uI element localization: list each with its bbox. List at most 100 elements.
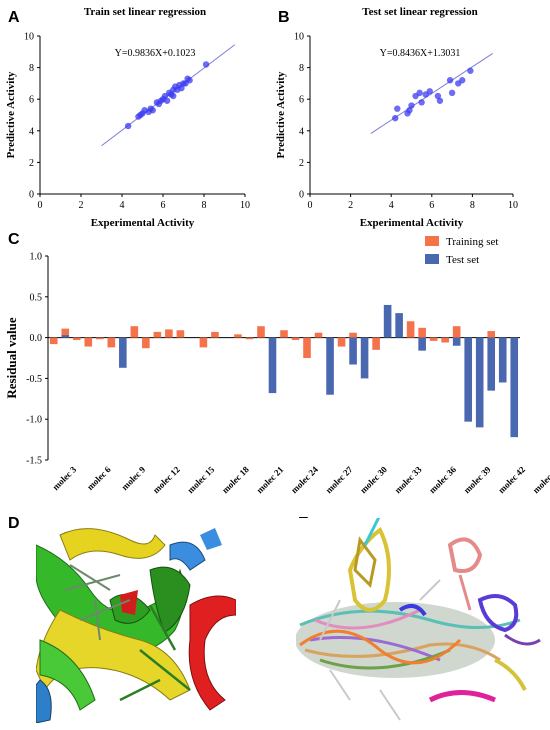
residual-bar <box>418 327 426 338</box>
residual-bar <box>268 337 277 394</box>
y-tick-label: 0.0 <box>30 333 43 344</box>
x-tick-label: molec 42 <box>496 464 527 495</box>
residual-bar <box>96 337 104 340</box>
data-point <box>418 99 425 106</box>
y-tick-label: 8 <box>29 63 34 74</box>
residual-bar <box>280 330 288 338</box>
y-tick-label: -0.5 <box>26 374 42 385</box>
x-tick-label: molec 24 <box>289 464 320 495</box>
x-tick-label: 4 <box>389 200 394 211</box>
legend-label: Training set <box>446 236 498 248</box>
x-tick-label: molec 18 <box>220 464 251 495</box>
x-tick-label: 2 <box>348 200 353 211</box>
y-tick-label: 10 <box>294 32 304 43</box>
data-point <box>459 77 466 84</box>
residual-bar <box>119 337 127 368</box>
x-tick-label: 0 <box>38 200 43 211</box>
y-tick-label: -1.5 <box>26 456 42 467</box>
residual-bar <box>349 332 357 338</box>
residual-bar <box>452 337 461 346</box>
residual-bar <box>452 326 461 338</box>
residual-bar <box>234 334 242 338</box>
data-point <box>446 77 454 84</box>
residual-bar <box>441 337 449 343</box>
x-tick-label: 6 <box>161 200 166 211</box>
x-axis-label: Experimental Activity <box>91 217 195 229</box>
residual-bar <box>406 321 415 338</box>
x-tick-label: 10 <box>508 200 518 211</box>
data-point <box>186 77 193 84</box>
x-tick-label: molec 33 <box>393 464 424 495</box>
panel-letter-b: B <box>278 9 290 26</box>
x-tick-label: 4 <box>120 200 125 211</box>
x-tick-label: 2 <box>79 200 84 211</box>
residual-bar <box>418 337 426 351</box>
residual-bar <box>61 335 70 338</box>
data-point <box>394 105 401 112</box>
y-tick-label: 8 <box>299 63 304 74</box>
x-tick-label: molec 15 <box>185 464 216 495</box>
residual-bar <box>498 337 507 383</box>
residual-bar <box>130 326 139 338</box>
residual-bar-chart: -1.5 -1.0 -0.5 0.0 0.5 1.0 Residual value molec… <box>4 236 550 495</box>
legend-swatch <box>425 236 439 246</box>
y-axis-label: Residual value <box>4 317 19 398</box>
panel-b-title: Test set linear regression <box>362 6 477 18</box>
residual-bar <box>337 337 346 347</box>
legend-swatch <box>425 254 439 264</box>
x-tick-label: molec 12 <box>151 464 182 495</box>
x-tick-label: molec 45 <box>531 464 550 495</box>
x-tick-label: molec 36 <box>427 464 458 495</box>
x-tick-label: molec 9 <box>120 464 148 492</box>
data-point <box>170 92 177 100</box>
y-tick-label: 1.0 <box>30 252 43 263</box>
panel-a-title: Train set linear regression <box>84 6 206 18</box>
residual-bar <box>165 329 173 338</box>
data-point <box>202 61 210 68</box>
residual-bar <box>429 337 438 341</box>
residual-bar <box>349 337 357 365</box>
residual-bar <box>72 337 81 341</box>
residual-bar <box>372 337 380 350</box>
ligand-overlay-image <box>296 518 548 723</box>
data-point <box>416 89 423 97</box>
y-tick-label: -1.0 <box>26 415 42 426</box>
y-tick-label: 0 <box>29 190 34 201</box>
data-point <box>426 88 433 95</box>
residual-bar <box>326 337 334 395</box>
data-point <box>448 89 456 97</box>
residual-bar <box>360 337 369 379</box>
x-tick-label: molec 30 <box>358 464 389 495</box>
y-tick-label: 0 <box>299 190 304 201</box>
x-tick-label: molec 3 <box>50 464 78 492</box>
residual-bar <box>49 337 58 345</box>
residual-bar <box>487 337 496 391</box>
panel-letter-a: A <box>8 9 20 26</box>
data-point <box>392 114 399 122</box>
scatter-plot-train: 0 2 4 6 8 10 0 2 4 6 8 10 Experimental Activity Predi… <box>5 32 250 230</box>
data-point <box>163 97 171 104</box>
residual-bar <box>257 326 265 338</box>
x-tick-label: molec 6 <box>85 464 113 492</box>
scatter-plot-test: 0 2 4 6 8 10 0 2 4 6 8 10 Experimental Activity Predi… <box>275 32 518 230</box>
data-point <box>408 102 415 109</box>
x-tick-label: 0 <box>308 200 313 211</box>
y-axis-label: Predictive Activity <box>275 71 287 158</box>
y-tick-label: 4 <box>29 126 34 137</box>
x-tick-label: 10 <box>240 200 250 211</box>
residual-bar <box>199 337 208 348</box>
residual-bar <box>475 337 484 428</box>
residual-bar <box>107 337 116 348</box>
residual-bar <box>245 337 254 340</box>
residual-bar <box>487 331 496 338</box>
residual-bar <box>153 331 162 338</box>
panel-letter-c: C <box>8 231 20 248</box>
x-tick-label: 8 <box>470 200 475 211</box>
y-tick-label: 2 <box>29 158 34 169</box>
docking-surface-image <box>36 518 236 723</box>
x-tick-label: molec 21 <box>254 464 285 495</box>
residual-bar <box>303 337 311 358</box>
panel-letter-d: D <box>8 515 20 532</box>
y-tick-label: 10 <box>24 32 34 43</box>
